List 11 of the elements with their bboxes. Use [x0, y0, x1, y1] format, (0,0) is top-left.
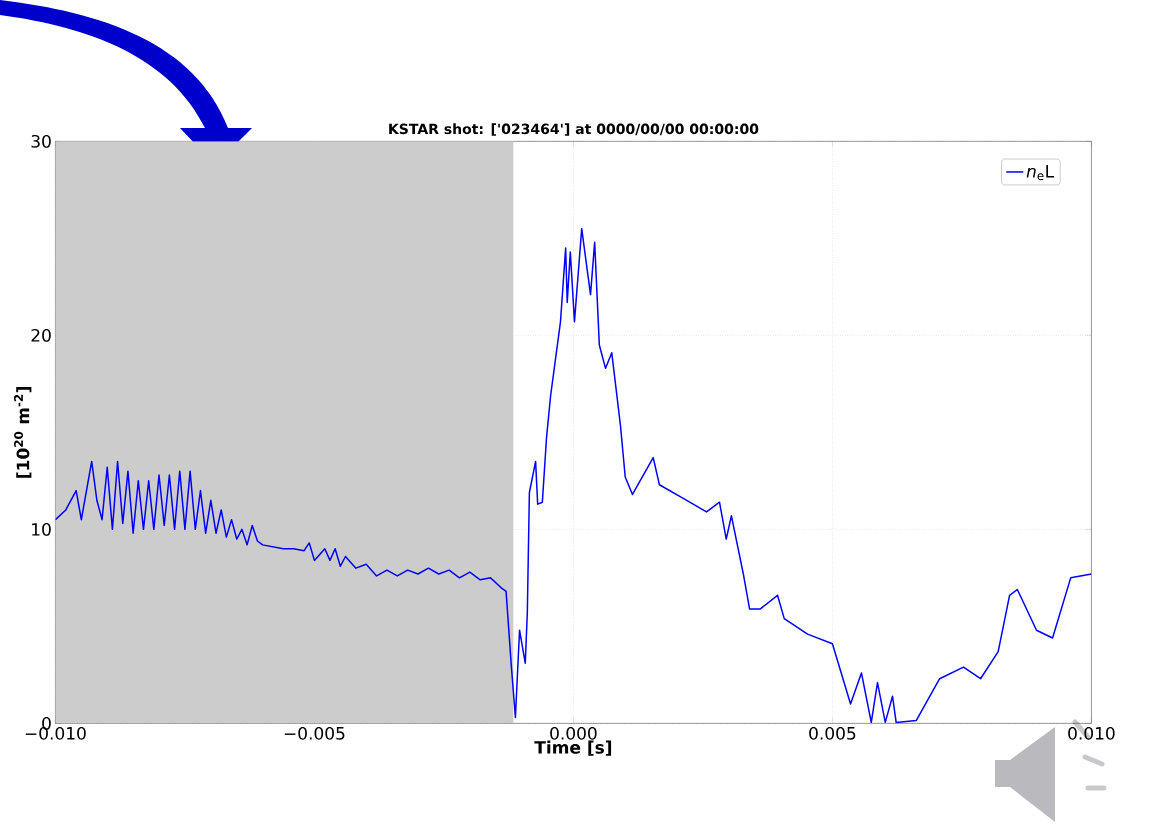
y-axis-title: [10$^{20}$ m$^{-2}$] — [14, 387, 32, 478]
y-tick-label: 10 — [32, 522, 51, 536]
y-tick-label: 20 — [31, 328, 51, 342]
y-tick-label: 30 — [31, 134, 51, 148]
x-tick-label: −0.005 — [284, 726, 345, 740]
x-axis-title: Time [s] — [534, 740, 612, 756]
x-tick-label: 0.000 — [550, 726, 597, 740]
legend-label: n$_{e}$L — [1026, 165, 1055, 181]
x-tick-label: 0.005 — [809, 726, 856, 740]
chart-title: KSTAR shot: ['023464'] at 0000/00/00 00:00:00 — [389, 123, 759, 136]
x-tick-label: 0.010 — [1068, 726, 1115, 740]
